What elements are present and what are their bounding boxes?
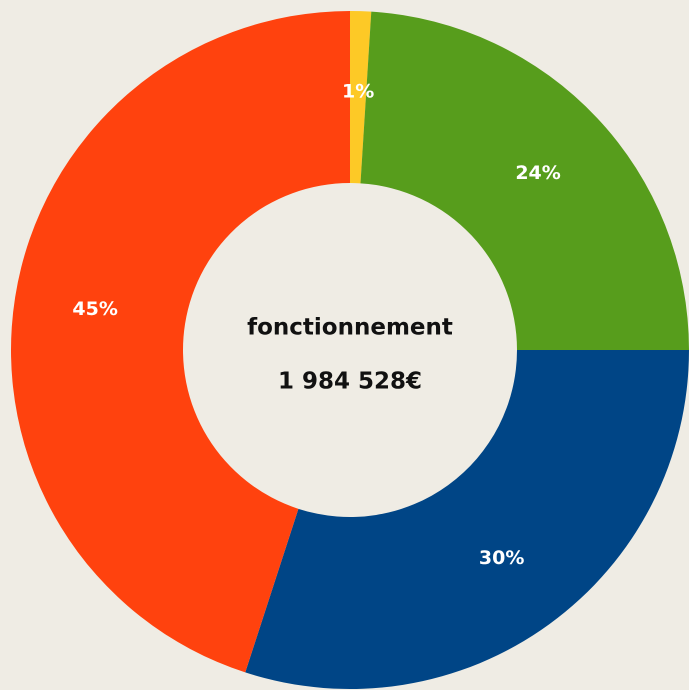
- donut-hole: [183, 183, 517, 517]
- segment-label: 24%: [515, 162, 560, 184]
- segment-label: 30%: [479, 547, 524, 569]
- segment-label: 1%: [342, 81, 374, 103]
- donut-segment: [245, 350, 689, 689]
- donut-segment: [11, 11, 350, 673]
- center-value: 1 984 528€: [278, 369, 422, 395]
- segment-label: 45%: [72, 298, 117, 320]
- donut-segment: [350, 11, 372, 184]
- center-title: fonctionnement: [247, 315, 453, 341]
- donut-segment: [360, 11, 689, 350]
